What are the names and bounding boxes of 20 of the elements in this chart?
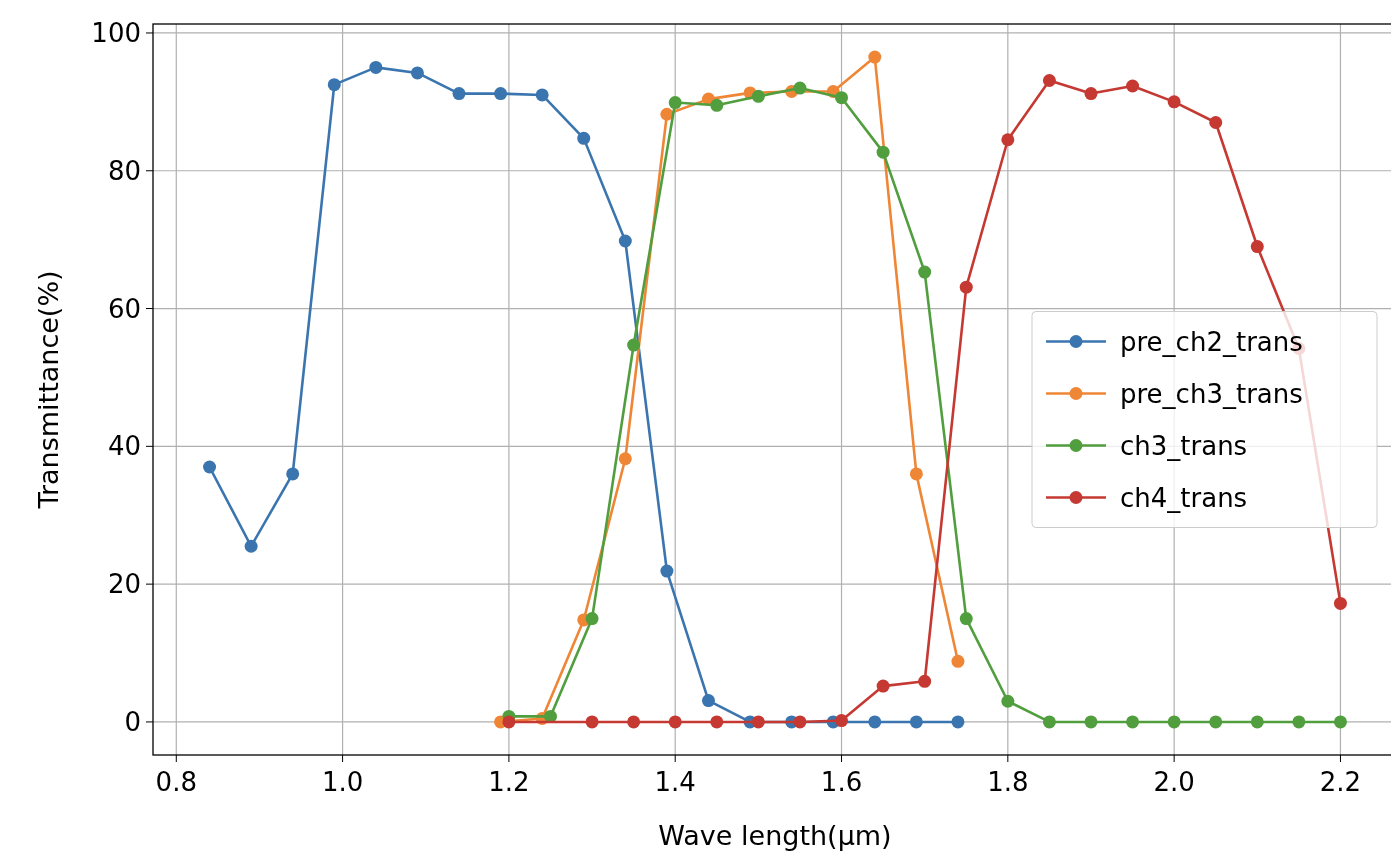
y-tick-label: 80 <box>107 155 141 186</box>
x-tick-label: 1.8 <box>987 767 1029 797</box>
y-tick-label: 0 <box>124 707 141 738</box>
x-tick-label: 1.2 <box>488 767 530 797</box>
x-tick-label: 2.2 <box>1319 767 1362 797</box>
y-tick-label: 100 <box>91 18 141 49</box>
y-axis-title: Transmittance(%) <box>33 270 64 510</box>
y-tick-label: 40 <box>107 431 141 462</box>
x-tick-label: 1.4 <box>654 767 696 797</box>
x-tick-label: 1.0 <box>321 767 364 797</box>
x-axis-title: Wave length(μm) <box>658 820 892 851</box>
y-tick-label: 20 <box>107 569 141 600</box>
x-tick-label: 0.8 <box>155 767 197 797</box>
x-tick-label: 2.0 <box>1153 767 1195 797</box>
legend-label: pre_ch2_trans <box>1120 326 1303 357</box>
legend-label: pre_ch3_trans <box>1120 378 1303 409</box>
x-tick-label: 1.6 <box>820 767 863 797</box>
legend-label: ch3_trans <box>1120 430 1248 461</box>
legend-label: ch4_trans <box>1120 482 1248 513</box>
y-tick-label: 60 <box>107 293 141 324</box>
